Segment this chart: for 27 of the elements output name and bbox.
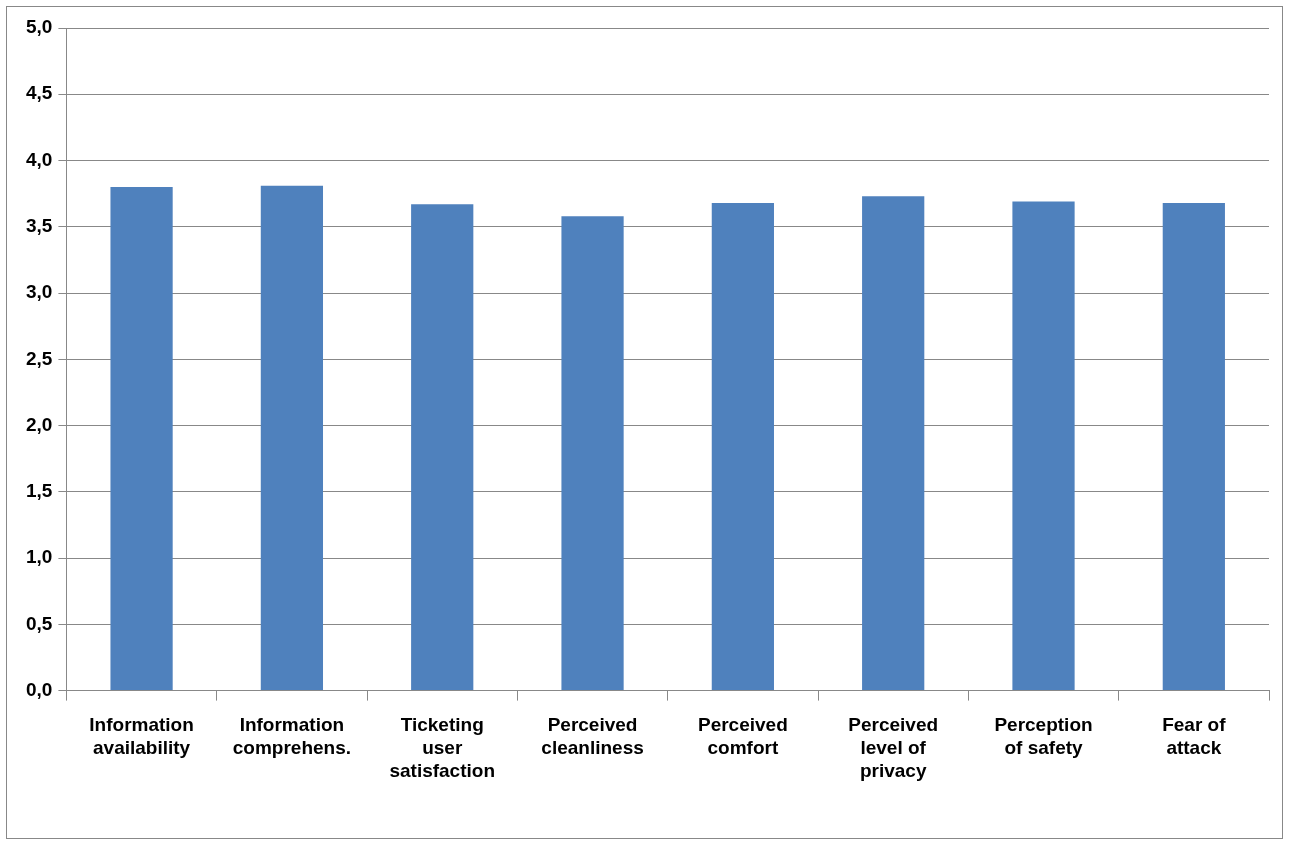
x-tick-label: Perceived comfort <box>697 714 788 759</box>
y-tick-label: 4,0 <box>25 148 53 170</box>
bar <box>561 216 624 691</box>
y-tick-label: 3,0 <box>25 281 53 303</box>
bar <box>411 204 474 691</box>
bar <box>711 202 774 691</box>
x-tick-label: Fear of attack <box>1162 714 1227 759</box>
x-tick-label: Perceived level of privacy <box>848 714 939 781</box>
x-tick-label: Information comprehens. <box>232 714 352 759</box>
y-tick-label: 1,5 <box>25 480 53 502</box>
y-tick-label: 5,0 <box>25 16 53 38</box>
y-tick-label: 0,0 <box>25 678 53 700</box>
y-tick-label: 2,0 <box>25 413 53 435</box>
x-tick-label: Information availability <box>89 714 194 759</box>
x-tick-label: Perceived cleanliness <box>541 714 644 759</box>
y-tick-label: 0,5 <box>25 612 53 634</box>
y-tick-label: 2,5 <box>25 347 53 369</box>
bar <box>1162 202 1225 691</box>
bar <box>260 185 324 691</box>
y-tick-label: 4,5 <box>25 82 53 104</box>
x-tick-label: Perception of safety <box>994 714 1093 759</box>
x-tick-label: Ticketing user satisfaction <box>389 714 496 781</box>
bar <box>862 196 925 691</box>
bar <box>1012 201 1075 691</box>
y-tick-label: 3,5 <box>25 215 53 237</box>
bar <box>110 187 173 691</box>
y-tick-label: 1,0 <box>25 546 53 568</box>
